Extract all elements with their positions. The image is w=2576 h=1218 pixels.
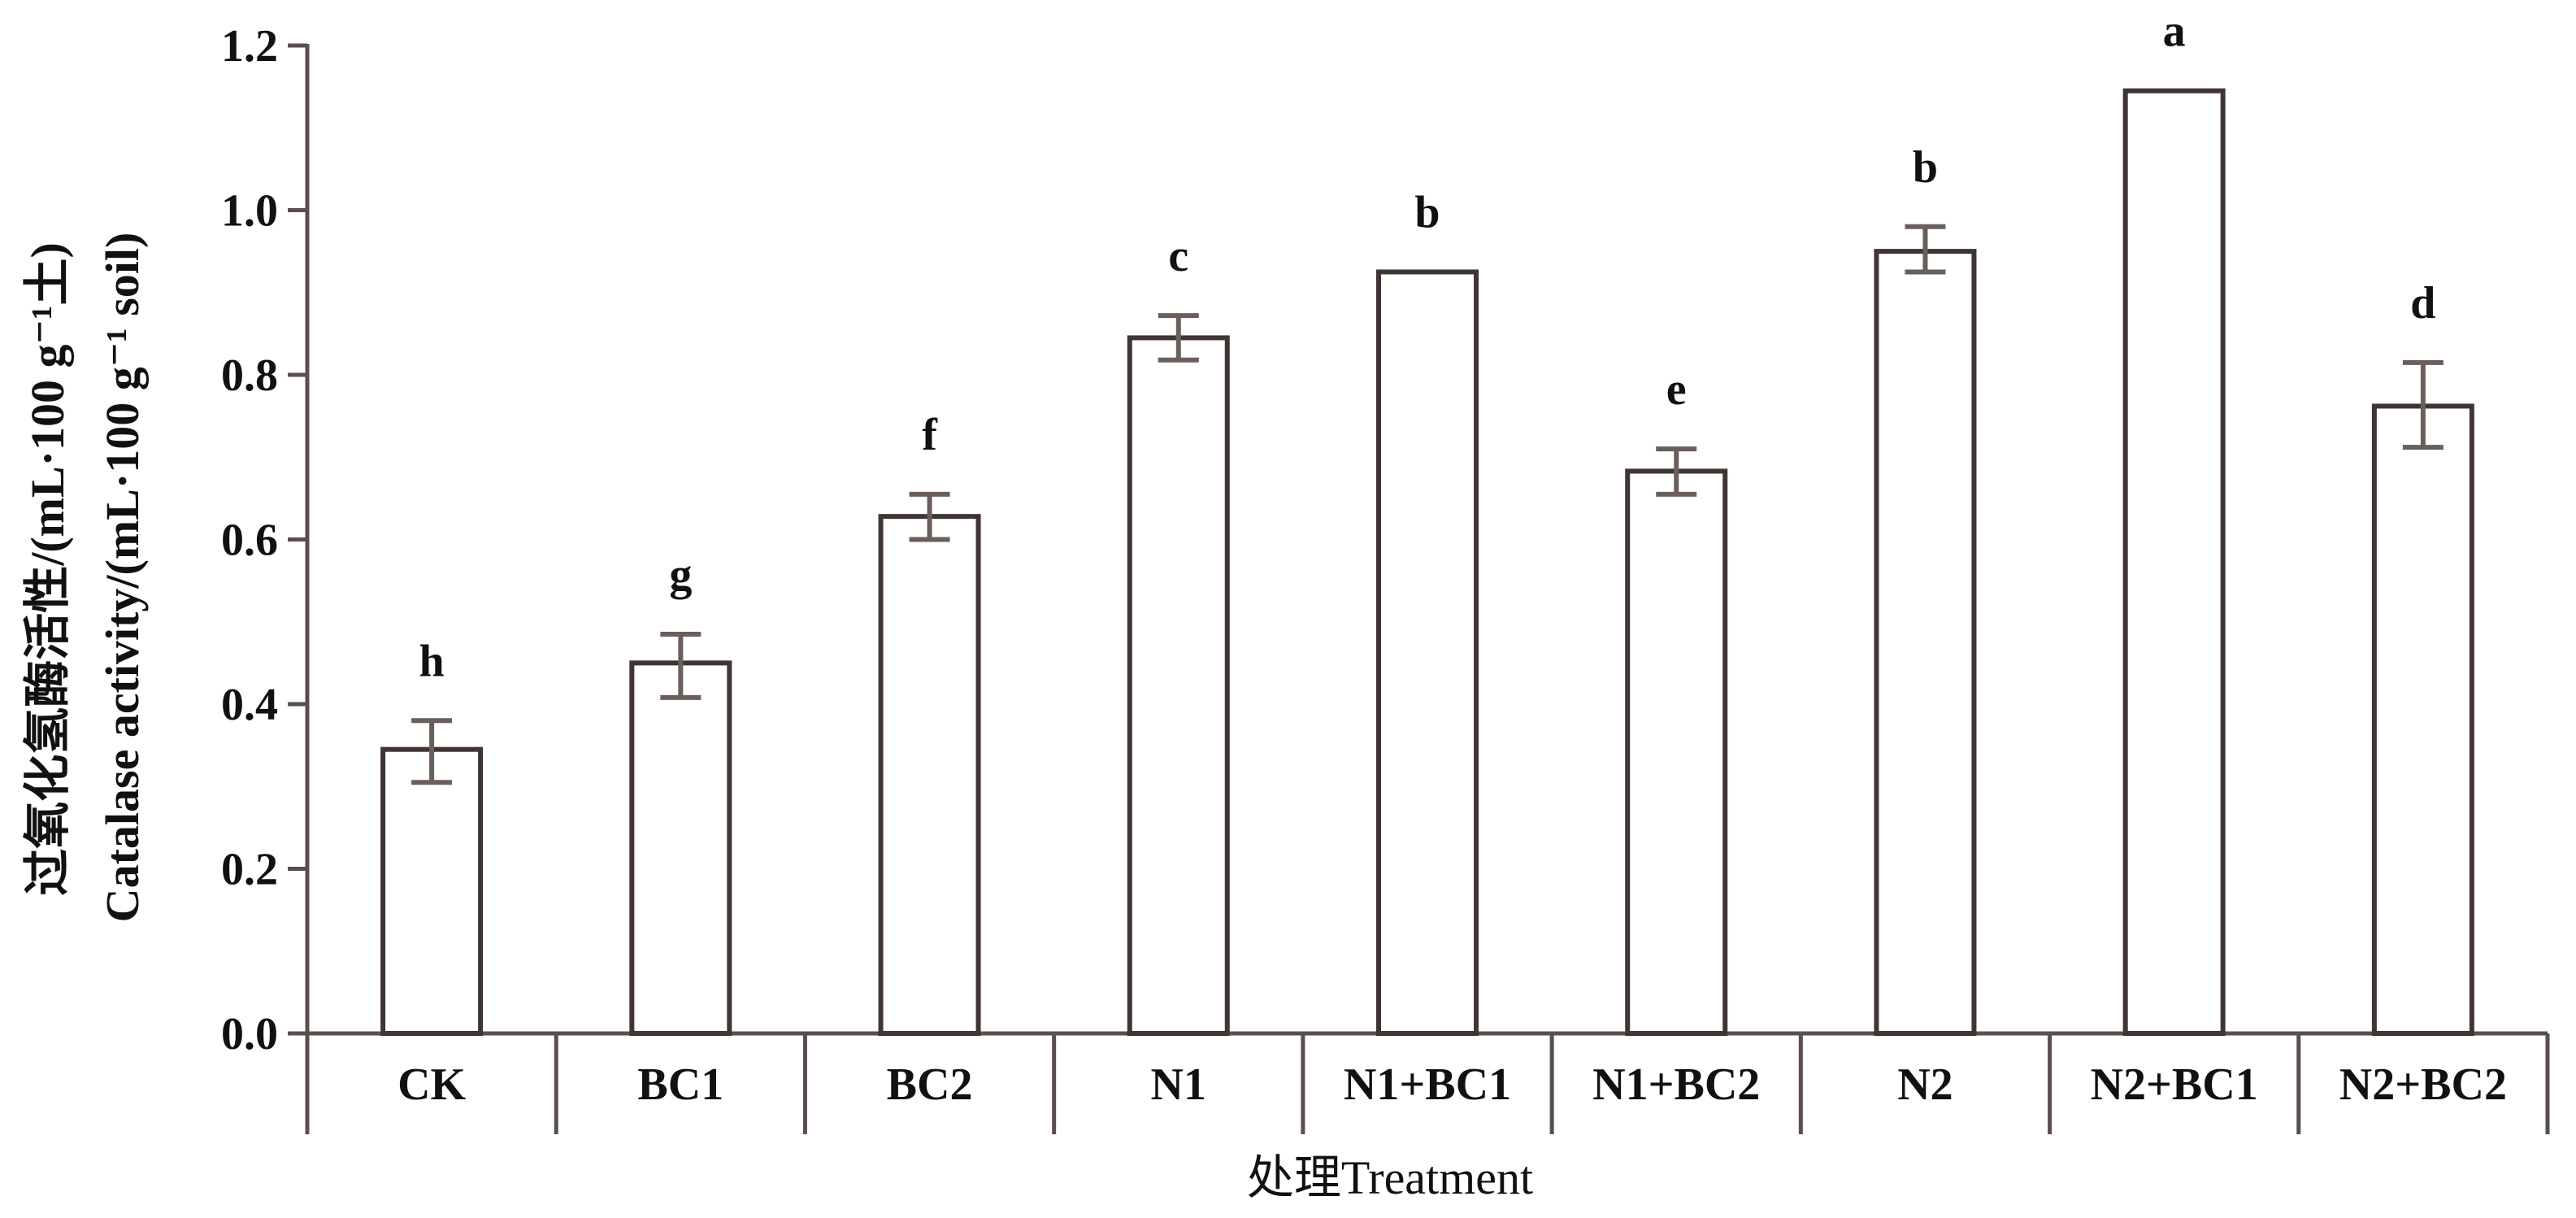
bar xyxy=(2371,403,2474,1037)
bar xyxy=(629,660,732,1036)
category-label: N1+BC2 xyxy=(1592,1059,1760,1110)
y-tick-label: 1.2 xyxy=(221,21,278,72)
significance-letter: h xyxy=(419,636,445,686)
bar xyxy=(2122,88,2226,1036)
bar xyxy=(1127,335,1230,1036)
significance-letter: d xyxy=(2410,278,2435,328)
bar xyxy=(380,746,484,1036)
labels-group: 0.0 0.2 0.4 0.6 0.8 1.0 1.2 h CK g BC1 f BC2 c N1 b N1+B… xyxy=(221,7,2507,1110)
significance-letter: b xyxy=(1414,187,1440,237)
y-tick-label: 0.6 xyxy=(221,515,278,566)
category-label: N2+BC1 xyxy=(2091,1059,2258,1110)
y-tick-label: 1.0 xyxy=(221,186,278,237)
significance-letter: f xyxy=(922,410,938,460)
significance-letter: b xyxy=(1913,142,1938,193)
y-tick-label: 0.0 xyxy=(221,1009,278,1059)
bars-group xyxy=(380,88,2474,1037)
y-tick-label: 0.2 xyxy=(221,845,278,895)
y-axis-title-chinese: 过氧化氢酶活性/(mL·100 g⁻¹土) xyxy=(21,242,74,896)
category-label: BC2 xyxy=(887,1059,973,1110)
category-label: N2+BC2 xyxy=(2339,1059,2507,1110)
bar xyxy=(1874,249,1977,1036)
y-tick-label: 0.4 xyxy=(221,680,278,730)
significance-letter: e xyxy=(1666,364,1687,415)
bar xyxy=(1625,468,1728,1036)
category-label: CK xyxy=(397,1059,466,1110)
category-label: N1 xyxy=(1151,1059,1206,1110)
category-label: N1+BC1 xyxy=(1344,1059,1511,1110)
significance-letter: g xyxy=(669,550,692,600)
y-axis-title-english: Catalase activity/(mL·100 g⁻¹ soil) xyxy=(96,233,149,923)
category-label: N2 xyxy=(1897,1059,1953,1110)
y-tick-label: 0.8 xyxy=(221,350,278,401)
bar xyxy=(878,514,981,1036)
category-label: BC1 xyxy=(637,1059,723,1110)
x-axis-title: 处理Treatment xyxy=(1247,1151,1533,1204)
significance-letter: a xyxy=(2163,7,2186,57)
bar xyxy=(1376,269,1479,1036)
error-bars-group xyxy=(411,224,2444,785)
significance-letter: c xyxy=(1168,231,1188,281)
